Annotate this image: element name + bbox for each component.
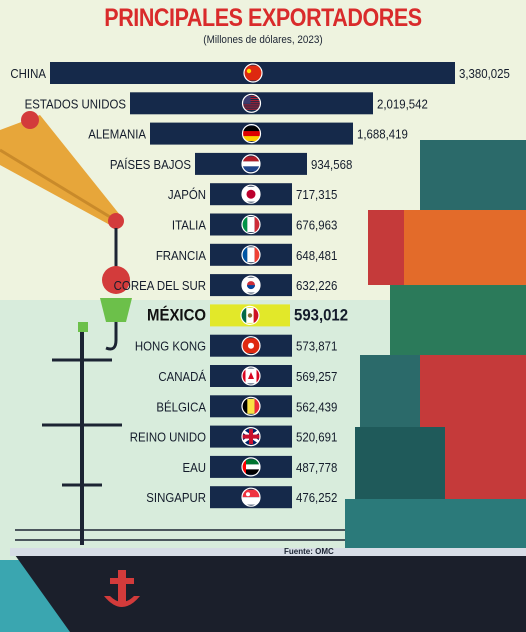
bar-group: SINGAPUR 476,252 bbox=[146, 486, 338, 509]
value-label: 520,691 bbox=[296, 430, 338, 445]
ship-mast bbox=[42, 322, 122, 545]
netherlands-flag-icon bbox=[241, 154, 261, 174]
category-label: ESTADOS UNIDOS bbox=[25, 97, 126, 112]
value-label: 1,688,419 bbox=[357, 127, 408, 142]
bar-group: ALEMANIA 1,688,419 bbox=[88, 122, 408, 145]
category-label: JAPÓN bbox=[168, 186, 206, 202]
crane-illustration bbox=[0, 111, 132, 351]
germany-flag-icon bbox=[241, 124, 262, 144]
south-korea-flag-icon bbox=[241, 275, 261, 295]
value-label: 476,252 bbox=[296, 491, 338, 506]
bar-group: EAU 487,778 bbox=[182, 455, 338, 478]
bar-group: MÉXICO 593,012 bbox=[147, 304, 348, 327]
bar-group: ESTADOS UNIDOS 2,019,542 bbox=[25, 92, 428, 115]
category-label: FRANCIA bbox=[156, 248, 207, 263]
belgium-flag-icon bbox=[241, 396, 261, 416]
value-label: 487,778 bbox=[296, 460, 338, 475]
chart-subtitle: (Millones de dólares, 2023) bbox=[203, 34, 323, 46]
bar-group: ITALIA 676,963 bbox=[172, 213, 338, 236]
value-label: 648,481 bbox=[296, 248, 338, 263]
pulley-icon bbox=[102, 266, 130, 294]
value-label: 562,439 bbox=[296, 400, 338, 415]
bar-group: CHINA 3,380,025 bbox=[10, 62, 510, 84]
bar-group: JAPÓN 717,315 bbox=[168, 183, 338, 206]
category-label: HONG KONG bbox=[135, 339, 206, 354]
ship-railing bbox=[15, 529, 345, 541]
uk-flag-icon bbox=[241, 427, 261, 447]
category-label: ALEMANIA bbox=[88, 127, 147, 142]
china-flag-icon bbox=[243, 63, 263, 83]
category-label: CANADÁ bbox=[158, 368, 206, 384]
italy-flag-icon bbox=[241, 214, 261, 235]
bar-group: REINO UNIDO 520,691 bbox=[130, 425, 338, 448]
mexico-flag-icon bbox=[240, 305, 260, 325]
value-label: 593,012 bbox=[294, 307, 348, 325]
value-label: 676,963 bbox=[296, 218, 338, 233]
bar-group: BÉLGICA 562,439 bbox=[156, 395, 338, 418]
category-label: COREA DEL SUR bbox=[114, 278, 206, 293]
category-label: EAU bbox=[182, 460, 206, 475]
value-label: 569,257 bbox=[296, 369, 338, 384]
japan-flag-icon bbox=[241, 184, 261, 204]
source-note: Fuente: OMC bbox=[284, 547, 334, 556]
hook-block-icon bbox=[100, 298, 132, 322]
singapore-flag-icon bbox=[241, 487, 261, 507]
value-label: 3,380,025 bbox=[459, 66, 510, 81]
chart-title: PRINCIPALES EXPORTADORES bbox=[104, 4, 422, 32]
bar-group: FRANCIA 648,481 bbox=[156, 243, 338, 266]
value-label: 934,568 bbox=[311, 157, 353, 172]
category-label: BÉLGICA bbox=[156, 399, 206, 415]
category-label: CHINA bbox=[10, 66, 46, 81]
container-stack bbox=[345, 140, 526, 555]
ship-hull bbox=[10, 548, 526, 632]
category-label: REINO UNIDO bbox=[130, 430, 206, 445]
uae-flag-icon bbox=[241, 457, 261, 477]
category-label: MÉXICO bbox=[147, 304, 206, 324]
hook-icon bbox=[105, 322, 118, 351]
bar-group: PAÍSES BAJOS 934,568 bbox=[110, 152, 353, 175]
value-label: 573,871 bbox=[296, 339, 338, 354]
value-label: 2,019,542 bbox=[377, 97, 428, 112]
category-label: ITALIA bbox=[172, 218, 207, 233]
anchor-icon bbox=[104, 570, 140, 607]
category-label: SINGAPUR bbox=[146, 491, 206, 506]
bar-group: COREA DEL SUR 632,226 bbox=[114, 274, 338, 297]
bar-group: HONG KONG 573,871 bbox=[135, 334, 338, 357]
bar bbox=[130, 92, 373, 115]
category-label: PAÍSES BAJOS bbox=[110, 156, 191, 172]
canada-flag-icon bbox=[241, 366, 261, 386]
france-flag-icon bbox=[241, 245, 261, 265]
hong-kong-flag-icon bbox=[241, 336, 261, 356]
value-label: 717,315 bbox=[296, 188, 338, 203]
usa-flag-icon bbox=[241, 93, 262, 113]
value-label: 632,226 bbox=[296, 278, 338, 293]
bar-group: CANADÁ 569,257 bbox=[158, 365, 338, 387]
